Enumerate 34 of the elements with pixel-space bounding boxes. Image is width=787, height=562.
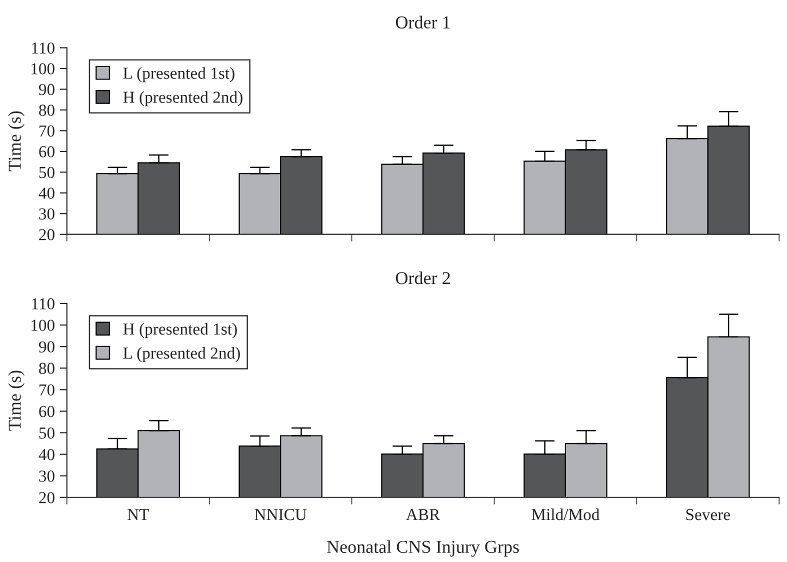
y-tick-label: 90 [38,341,54,353]
y-tick-label: 90 [38,84,54,96]
y-tick-label: 20 [39,492,54,504]
chart-title: Order 2 [396,272,450,284]
x-tick-label: Mild/Mod [532,508,600,520]
y-axis-title: Time (s) [8,370,25,431]
y-tick-label: 60 [39,146,54,158]
y-tick-label: 80 [39,104,54,116]
legend-label: L (presented 2nd) [123,347,240,362]
y-tick-label: 110 [32,298,54,310]
x-tick-label: NT [127,509,149,520]
y-tick-label: 70 [40,384,54,396]
legend-label: H (presented 1st) [123,322,237,338]
y-tick-label: 20 [39,229,54,240]
y-tick-label: 30 [39,470,54,482]
y-tick-label: 60 [39,406,54,418]
y-tick-label: 50 [39,166,54,178]
y-axis-title: Time (s) [8,111,25,172]
y-tick-label: 40 [38,188,54,199]
y-tick-label: 100 [32,63,54,74]
legend-label: L (presented 1st) [123,67,234,82]
x-tick-label: Severe [686,509,730,520]
x-axis-title: Neonatal CNS Injury Grps [327,540,519,557]
chart-title: Order 1 [396,16,450,29]
y-tick-label: 100 [32,320,54,331]
y-tick-label: 110 [32,42,54,54]
legend-label: H (presented 2nd) [123,91,242,106]
y-tick-label: 70 [40,125,54,137]
x-tick-label: NNICU [254,509,307,520]
y-tick-label: 40 [38,448,54,460]
y-tick-label: 80 [39,362,54,374]
y-tick-label: 50 [39,427,54,439]
x-tick-label: ABR [406,509,440,520]
y-tick-label: 30 [39,208,54,220]
